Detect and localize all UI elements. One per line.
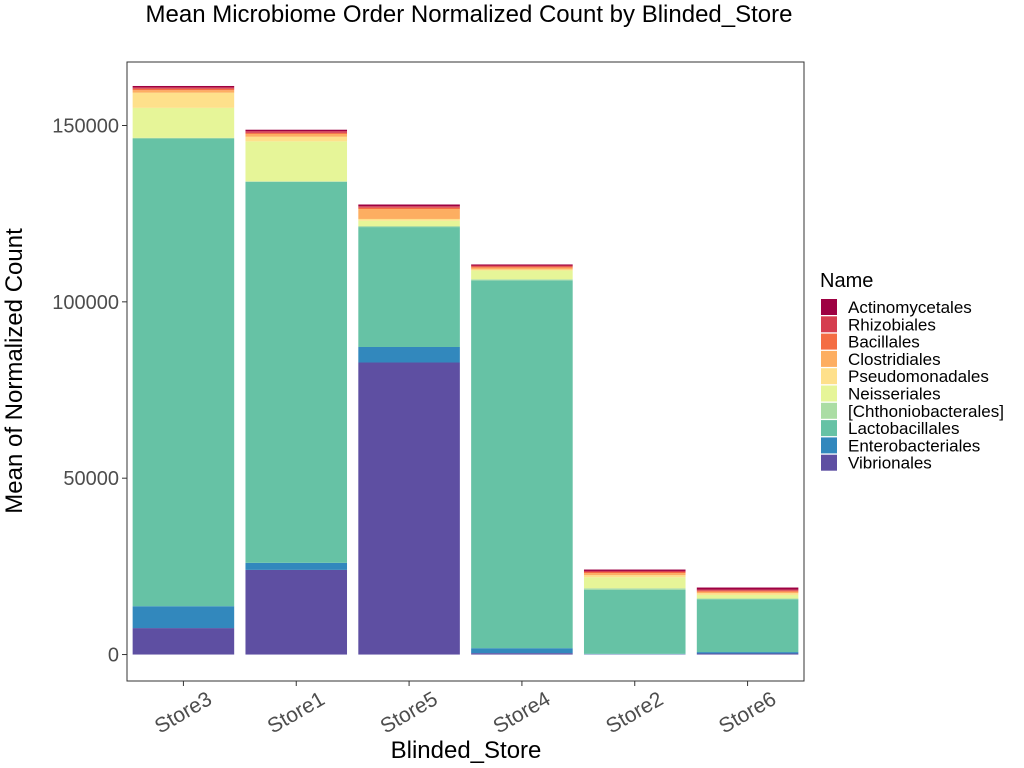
legend-title: Name: [820, 270, 873, 292]
bar-store1-neisseriales: [245, 141, 348, 182]
bar-store5-rhizobiales: [358, 206, 460, 208]
bar-store1-actinomycetales: [245, 129, 348, 132]
bar-store5-vibrionales: [358, 362, 460, 655]
bar-store3-chthoniobacterales: [132, 137, 235, 139]
bar-store4-clostridiales: [471, 267, 573, 270]
legend-label: Enterobacteriales: [848, 436, 980, 455]
legend-key: [821, 350, 837, 367]
x-axis: Store3 Store1 Store5 Store4 Store2 Store6: [151, 681, 780, 738]
bar-store2-neisseriales: [583, 577, 686, 589]
bar-store6-chthoniobacterales: [696, 598, 799, 600]
bar-store5-neisseriales: [358, 220, 460, 227]
bar-store4-neisseriales: [471, 270, 573, 280]
bar-store4-chthoniobacterales: [471, 279, 573, 281]
bar-store3-pseudomonadales: [132, 92, 235, 108]
y-tick-label: 0: [108, 645, 119, 667]
bar-store2-actinomycetales: [583, 569, 686, 571]
bar-store6-rhizobiales: [696, 589, 799, 591]
x-tick-label-store3: Store3: [151, 687, 216, 738]
bar-store3-bacillales: [132, 88, 235, 91]
bar-store6-clostridiales: [696, 591, 799, 594]
legend-label: Neisseriales: [848, 385, 941, 404]
bar-store3-rhizobiales: [132, 87, 235, 89]
bar-store3-actinomycetales: [132, 85, 235, 88]
y-axis: 0 50000 100000 150000: [52, 115, 127, 667]
bar-store5-chthoniobacterales: [358, 226, 460, 228]
bar-store4-actinomycetales: [471, 264, 573, 266]
bar-store2-clostridiales: [583, 573, 686, 576]
bar-store6-enterobacteriales: [696, 652, 799, 654]
bar-store2-lactobacillales: [583, 589, 686, 654]
bar-store4-pseudomonadales: [471, 269, 573, 271]
legend: Name ActinomycetalesRhizobialesBacillale…: [820, 270, 1004, 473]
bar-store5-enterobacteriales: [358, 346, 460, 363]
bar-store1-bacillales: [245, 132, 348, 134]
y-tick-label: 150000: [52, 115, 119, 137]
bar-store6-pseudomonadales: [696, 593, 799, 595]
legend-label: Rhizobiales: [848, 315, 936, 334]
bars-layer: [132, 85, 799, 655]
bar-store6-lactobacillales: [696, 599, 799, 653]
x-tick-label-store2: Store2: [602, 687, 667, 738]
legend-key: [821, 437, 837, 454]
legend-key: [821, 454, 837, 471]
bar-store1-vibrionales: [245, 569, 348, 655]
legend-label: Actinomycetales: [848, 298, 972, 317]
plot-panel-border: [126, 61, 805, 682]
bar-store3-neisseriales: [132, 107, 235, 138]
legend-label: Vibrionales: [848, 454, 932, 473]
bar-store6-vibrionales: [696, 653, 799, 655]
legend-key: [821, 316, 837, 333]
bar-store2-bacillales: [583, 572, 686, 574]
legend-key: [821, 402, 837, 419]
bar-store6-bacillales: [696, 590, 799, 592]
bar-store1-lactobacillales: [245, 181, 348, 563]
x-axis-title: Blinded_Store: [391, 737, 542, 764]
x-tick-label-store4: Store4: [489, 687, 554, 738]
bar-store4-lactobacillales: [471, 280, 573, 649]
bar-store5-clostridiales: [358, 209, 460, 219]
bar-store5-actinomycetales: [358, 204, 460, 207]
bar-store1-enterobacteriales: [245, 562, 348, 570]
legend-key: [821, 385, 837, 402]
bar-store2-rhizobiales: [583, 570, 686, 573]
bar-store1-rhizobiales: [245, 131, 348, 133]
bar-store5-lactobacillales: [358, 227, 460, 347]
legend-label: [Chthoniobacterales]: [848, 402, 1004, 421]
bar-store4-enterobacteriales: [471, 648, 573, 654]
y-axis-title: Mean of Normalized Count: [1, 228, 28, 514]
legend-key: [821, 420, 837, 437]
legend-label: Lactobacillales: [848, 419, 960, 438]
bar-store2-pseudomonadales: [583, 575, 686, 578]
bar-store3-clostridiales: [132, 90, 235, 93]
x-tick-label-store1: Store1: [264, 687, 329, 738]
bar-store1-pseudomonadales: [245, 136, 348, 142]
x-tick-label-store5: Store5: [376, 687, 441, 738]
bar-store6-actinomycetales: [696, 587, 799, 590]
bar-store5-bacillales: [358, 207, 460, 210]
bar-store4-vibrionales: [471, 653, 573, 655]
legend-key: [821, 368, 837, 385]
legend-key: [821, 299, 837, 315]
legend-key: [821, 333, 837, 350]
legend-label: Pseudomonadales: [848, 367, 989, 386]
bar-store4-bacillales: [471, 266, 573, 268]
y-tick-label: 50000: [63, 468, 119, 490]
legend-label: Clostridiales: [848, 350, 941, 369]
bar-store5-pseudomonadales: [358, 218, 460, 221]
legend-label: Bacillales: [848, 333, 920, 352]
bar-store6-neisseriales: [696, 594, 799, 599]
x-tick-label-store6: Store6: [715, 687, 780, 738]
bar-store1-chthoniobacterales: [245, 181, 348, 182]
bar-store4-rhizobiales: [471, 265, 573, 267]
bar-store3-lactobacillales: [132, 138, 235, 607]
chart-title: Mean Microbiome Order Normalized Count b…: [146, 1, 793, 28]
bar-store1-clostridiales: [245, 133, 348, 137]
bar-store3-vibrionales: [132, 628, 235, 655]
bar-store3-enterobacteriales: [132, 606, 235, 629]
y-tick-label: 100000: [52, 292, 119, 314]
bar-store2-chthoniobacterales: [583, 588, 686, 590]
